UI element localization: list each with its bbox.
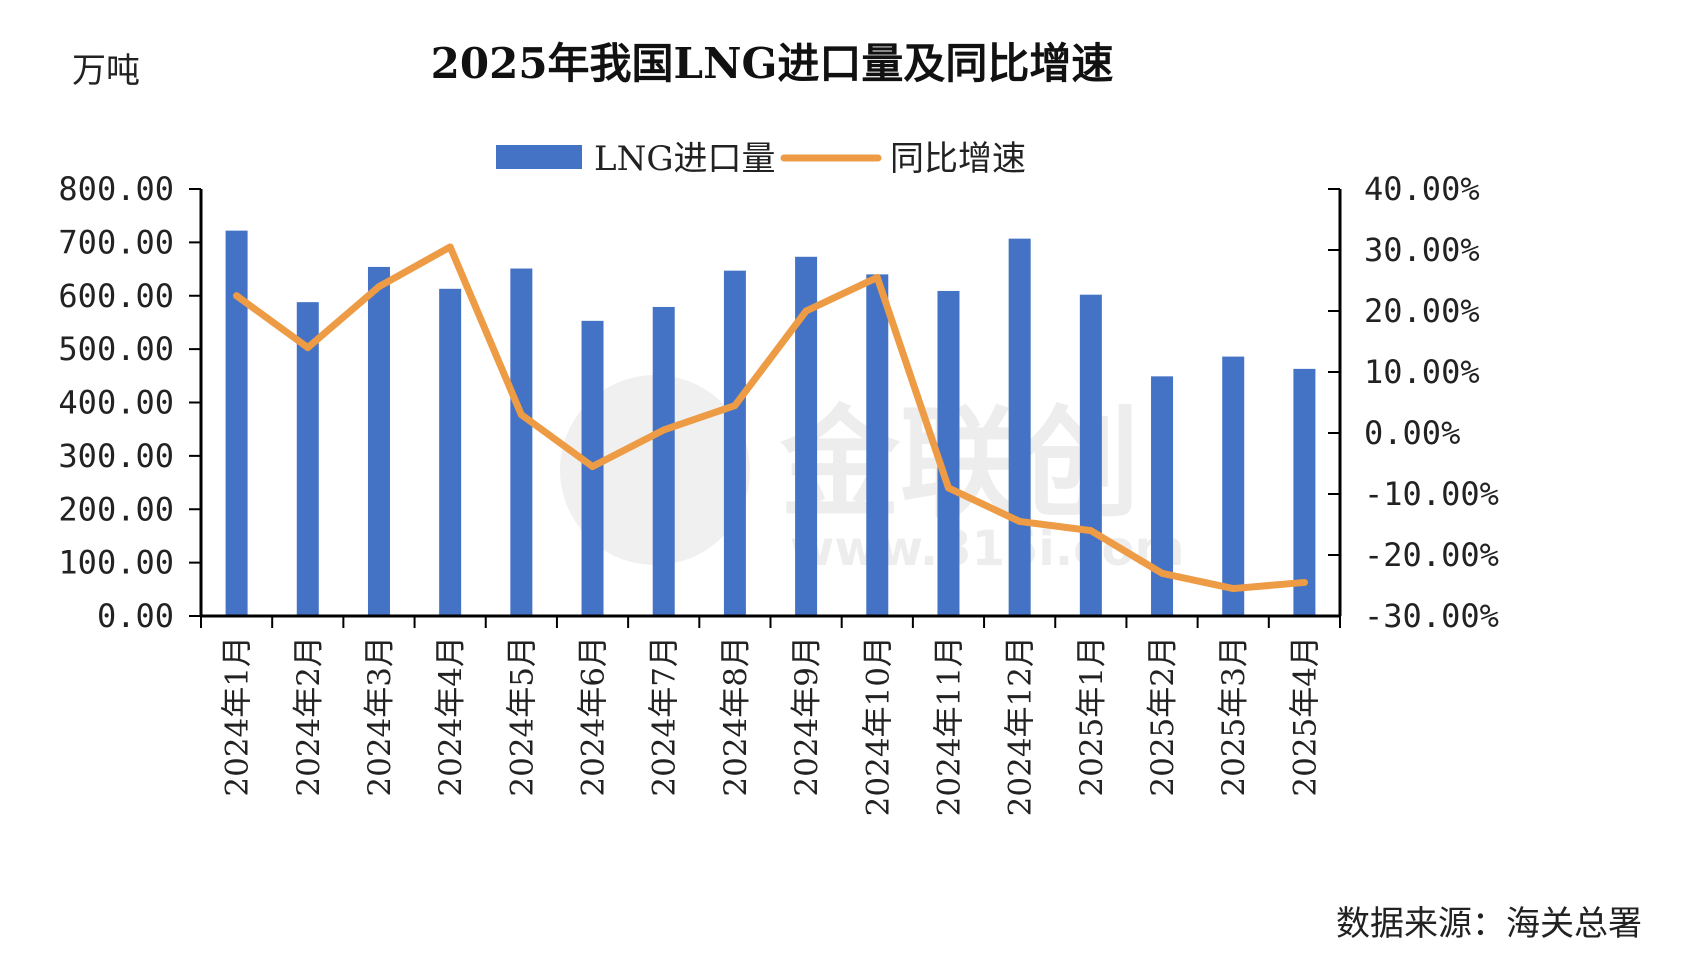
category-label: 2024年6月 (576, 636, 612, 797)
unit-label: 万吨 (72, 51, 140, 91)
legend-swatch-bar (496, 145, 582, 169)
axes-group (199, 189, 1342, 628)
growth-point-10 (873, 273, 881, 281)
growth-point-2 (304, 344, 312, 352)
left-tick-label: 700.00 (58, 223, 174, 261)
source-label: 数据来源：海关总署 (1336, 904, 1642, 944)
growth-point-12 (1016, 517, 1024, 525)
left-tick-label: 800.00 (58, 170, 174, 208)
bar-3 (367, 266, 390, 616)
growth-point-11 (944, 484, 952, 492)
bar-5 (510, 268, 533, 616)
line-group (233, 243, 1308, 593)
left-tick-label: 400.00 (58, 384, 174, 422)
growth-point-9 (802, 307, 810, 315)
bar-8 (723, 270, 746, 616)
right-tick-label: -30.00% (1364, 597, 1499, 635)
left-tick-label: 200.00 (58, 490, 174, 528)
right-tick-label: 10.00% (1364, 353, 1480, 391)
growth-rate-line (233, 243, 1308, 593)
growth-point-3 (375, 283, 383, 291)
growth-point-8 (731, 402, 739, 410)
bar-10 (866, 274, 889, 616)
right-tick-label: 0.00% (1364, 414, 1460, 452)
bar-4 (439, 288, 462, 616)
category-label: 2024年1月 (220, 636, 256, 797)
category-label: 2024年9月 (789, 636, 825, 797)
watermark: 金联创 www.315i.com (560, 375, 1185, 577)
category-label: 2025年2月 (1145, 636, 1181, 797)
left-tick-label: 0.00 (97, 597, 174, 635)
left-tick-label: 300.00 (58, 437, 174, 475)
category-label: 2024年2月 (291, 636, 327, 797)
right-axis-ticks: -30.00% -20.00% -10.00% 0.00% 10.00% 20.00% 30… (1328, 170, 1499, 635)
bars-group (225, 230, 1316, 617)
growth-point-15 (1229, 585, 1237, 593)
growth-point-6 (589, 463, 597, 471)
legend: LNG进口量 同比增速 (496, 139, 1026, 179)
right-tick-label: 30.00% (1364, 231, 1480, 269)
right-tick-label: 20.00% (1364, 292, 1480, 330)
category-label: 2025年1月 (1074, 636, 1110, 797)
growth-point-5 (517, 411, 525, 419)
legend-label-line: 同比增速 (890, 139, 1026, 179)
bar-12 (1008, 238, 1031, 617)
right-tick-label: 40.00% (1364, 170, 1480, 208)
bar-1 (225, 230, 248, 616)
watermark-brand: 金联创 (779, 395, 1140, 534)
category-label: 2025年4月 (1287, 636, 1323, 797)
bar-7 (652, 306, 675, 616)
bar-14 (1151, 376, 1174, 616)
growth-point-13 (1087, 527, 1095, 535)
bar-16 (1293, 368, 1316, 616)
left-tick-label: 500.00 (58, 330, 174, 368)
growth-point-16 (1300, 578, 1308, 586)
right-tick-label: -20.00% (1364, 536, 1499, 574)
legend-label-bar: LNG进口量 (594, 139, 776, 179)
category-label: 2024年3月 (362, 636, 398, 797)
right-tick-label: -10.00% (1364, 475, 1499, 513)
growth-point-7 (660, 426, 668, 434)
bar-15 (1222, 356, 1245, 616)
category-label: 2024年11月 (931, 636, 967, 816)
bar-11 (937, 290, 960, 616)
left-tick-label: 100.00 (58, 544, 174, 582)
category-labels: 2024年1月 2024年2月 2024年3月 2024年4月 2024年5月 2024年… (220, 636, 1324, 816)
growth-point-4 (446, 243, 454, 251)
growth-point-14 (1158, 569, 1166, 577)
category-label: 2024年10月 (860, 636, 896, 816)
bar-13 (1079, 294, 1102, 616)
growth-point-1 (233, 292, 241, 300)
left-axis-ticks: 0.00 100.00 200.00 300.00 400.00 500.00 600.00… (58, 170, 201, 635)
left-tick-label: 600.00 (58, 277, 174, 315)
category-label: 2024年12月 (1003, 636, 1039, 816)
category-label: 2024年8月 (718, 636, 754, 797)
bar-9 (795, 256, 818, 616)
category-label: 2024年7月 (647, 636, 683, 797)
bar-2 (296, 302, 319, 616)
chart-title: 2025年我国LNG进口量及同比增速 (431, 39, 1114, 88)
category-label: 2025年3月 (1216, 636, 1252, 797)
category-label: 2024年4月 (433, 636, 469, 797)
category-label: 2024年5月 (504, 636, 540, 797)
